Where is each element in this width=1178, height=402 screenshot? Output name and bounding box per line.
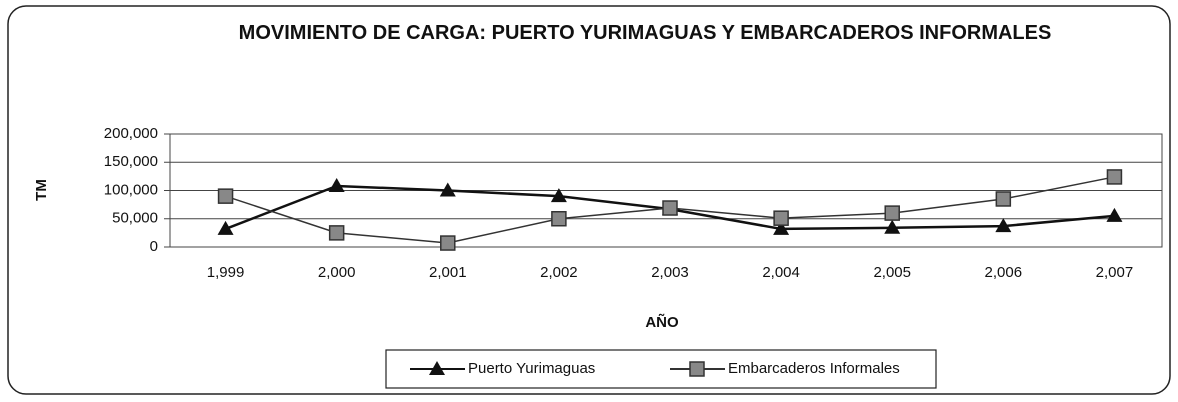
- data-point: [1106, 207, 1123, 222]
- y-tick-label: 150,000: [104, 153, 158, 170]
- data-point: [439, 182, 456, 197]
- data-point: [217, 220, 234, 235]
- legend-label: Embarcaderos Informales: [728, 360, 900, 377]
- x-tick-label: 2,003: [651, 264, 689, 281]
- x-tick-label: 2,007: [1096, 264, 1134, 281]
- data-point: [328, 177, 345, 192]
- x-tick-label: 2,005: [873, 264, 911, 281]
- y-tick-label: 50,000: [112, 210, 158, 227]
- x-tick-label: 2,002: [540, 264, 578, 281]
- data-point: [440, 235, 456, 251]
- chart-title: MOVIMIENTO DE CARGA: PUERTO YURIMAGUAS Y…: [238, 22, 1052, 44]
- legend-marker: [429, 361, 445, 375]
- legend-label: Puerto Yurimaguas: [468, 360, 595, 377]
- data-point: [995, 218, 1012, 233]
- data-point: [1106, 169, 1123, 185]
- data-point: [773, 220, 790, 235]
- x-tick-label: 2,000: [318, 264, 356, 281]
- data-point: [884, 219, 901, 234]
- data-point: [551, 211, 567, 227]
- x-tick-label: 2,004: [762, 264, 800, 281]
- data-point: [550, 188, 567, 203]
- data-point: [995, 191, 1012, 207]
- legend-box: [385, 349, 937, 389]
- y-tick-label: 100,000: [104, 181, 158, 198]
- data-point: [328, 225, 345, 241]
- y-axis-label: TM: [33, 179, 50, 201]
- data-point: [884, 205, 900, 221]
- data-point: [662, 200, 678, 216]
- chart-border: [7, 5, 1171, 395]
- x-tick-label: 2,001: [429, 264, 467, 281]
- data-point: [217, 188, 234, 204]
- y-tick-label: 0: [150, 238, 158, 255]
- data-point: [773, 210, 789, 226]
- y-tick-label: 200,000: [104, 125, 158, 142]
- x-tick-label: 2,006: [985, 264, 1023, 281]
- x-tick-label: 1,999: [207, 264, 245, 281]
- x-axis-label: AÑO: [645, 313, 679, 331]
- legend-marker: [689, 361, 705, 377]
